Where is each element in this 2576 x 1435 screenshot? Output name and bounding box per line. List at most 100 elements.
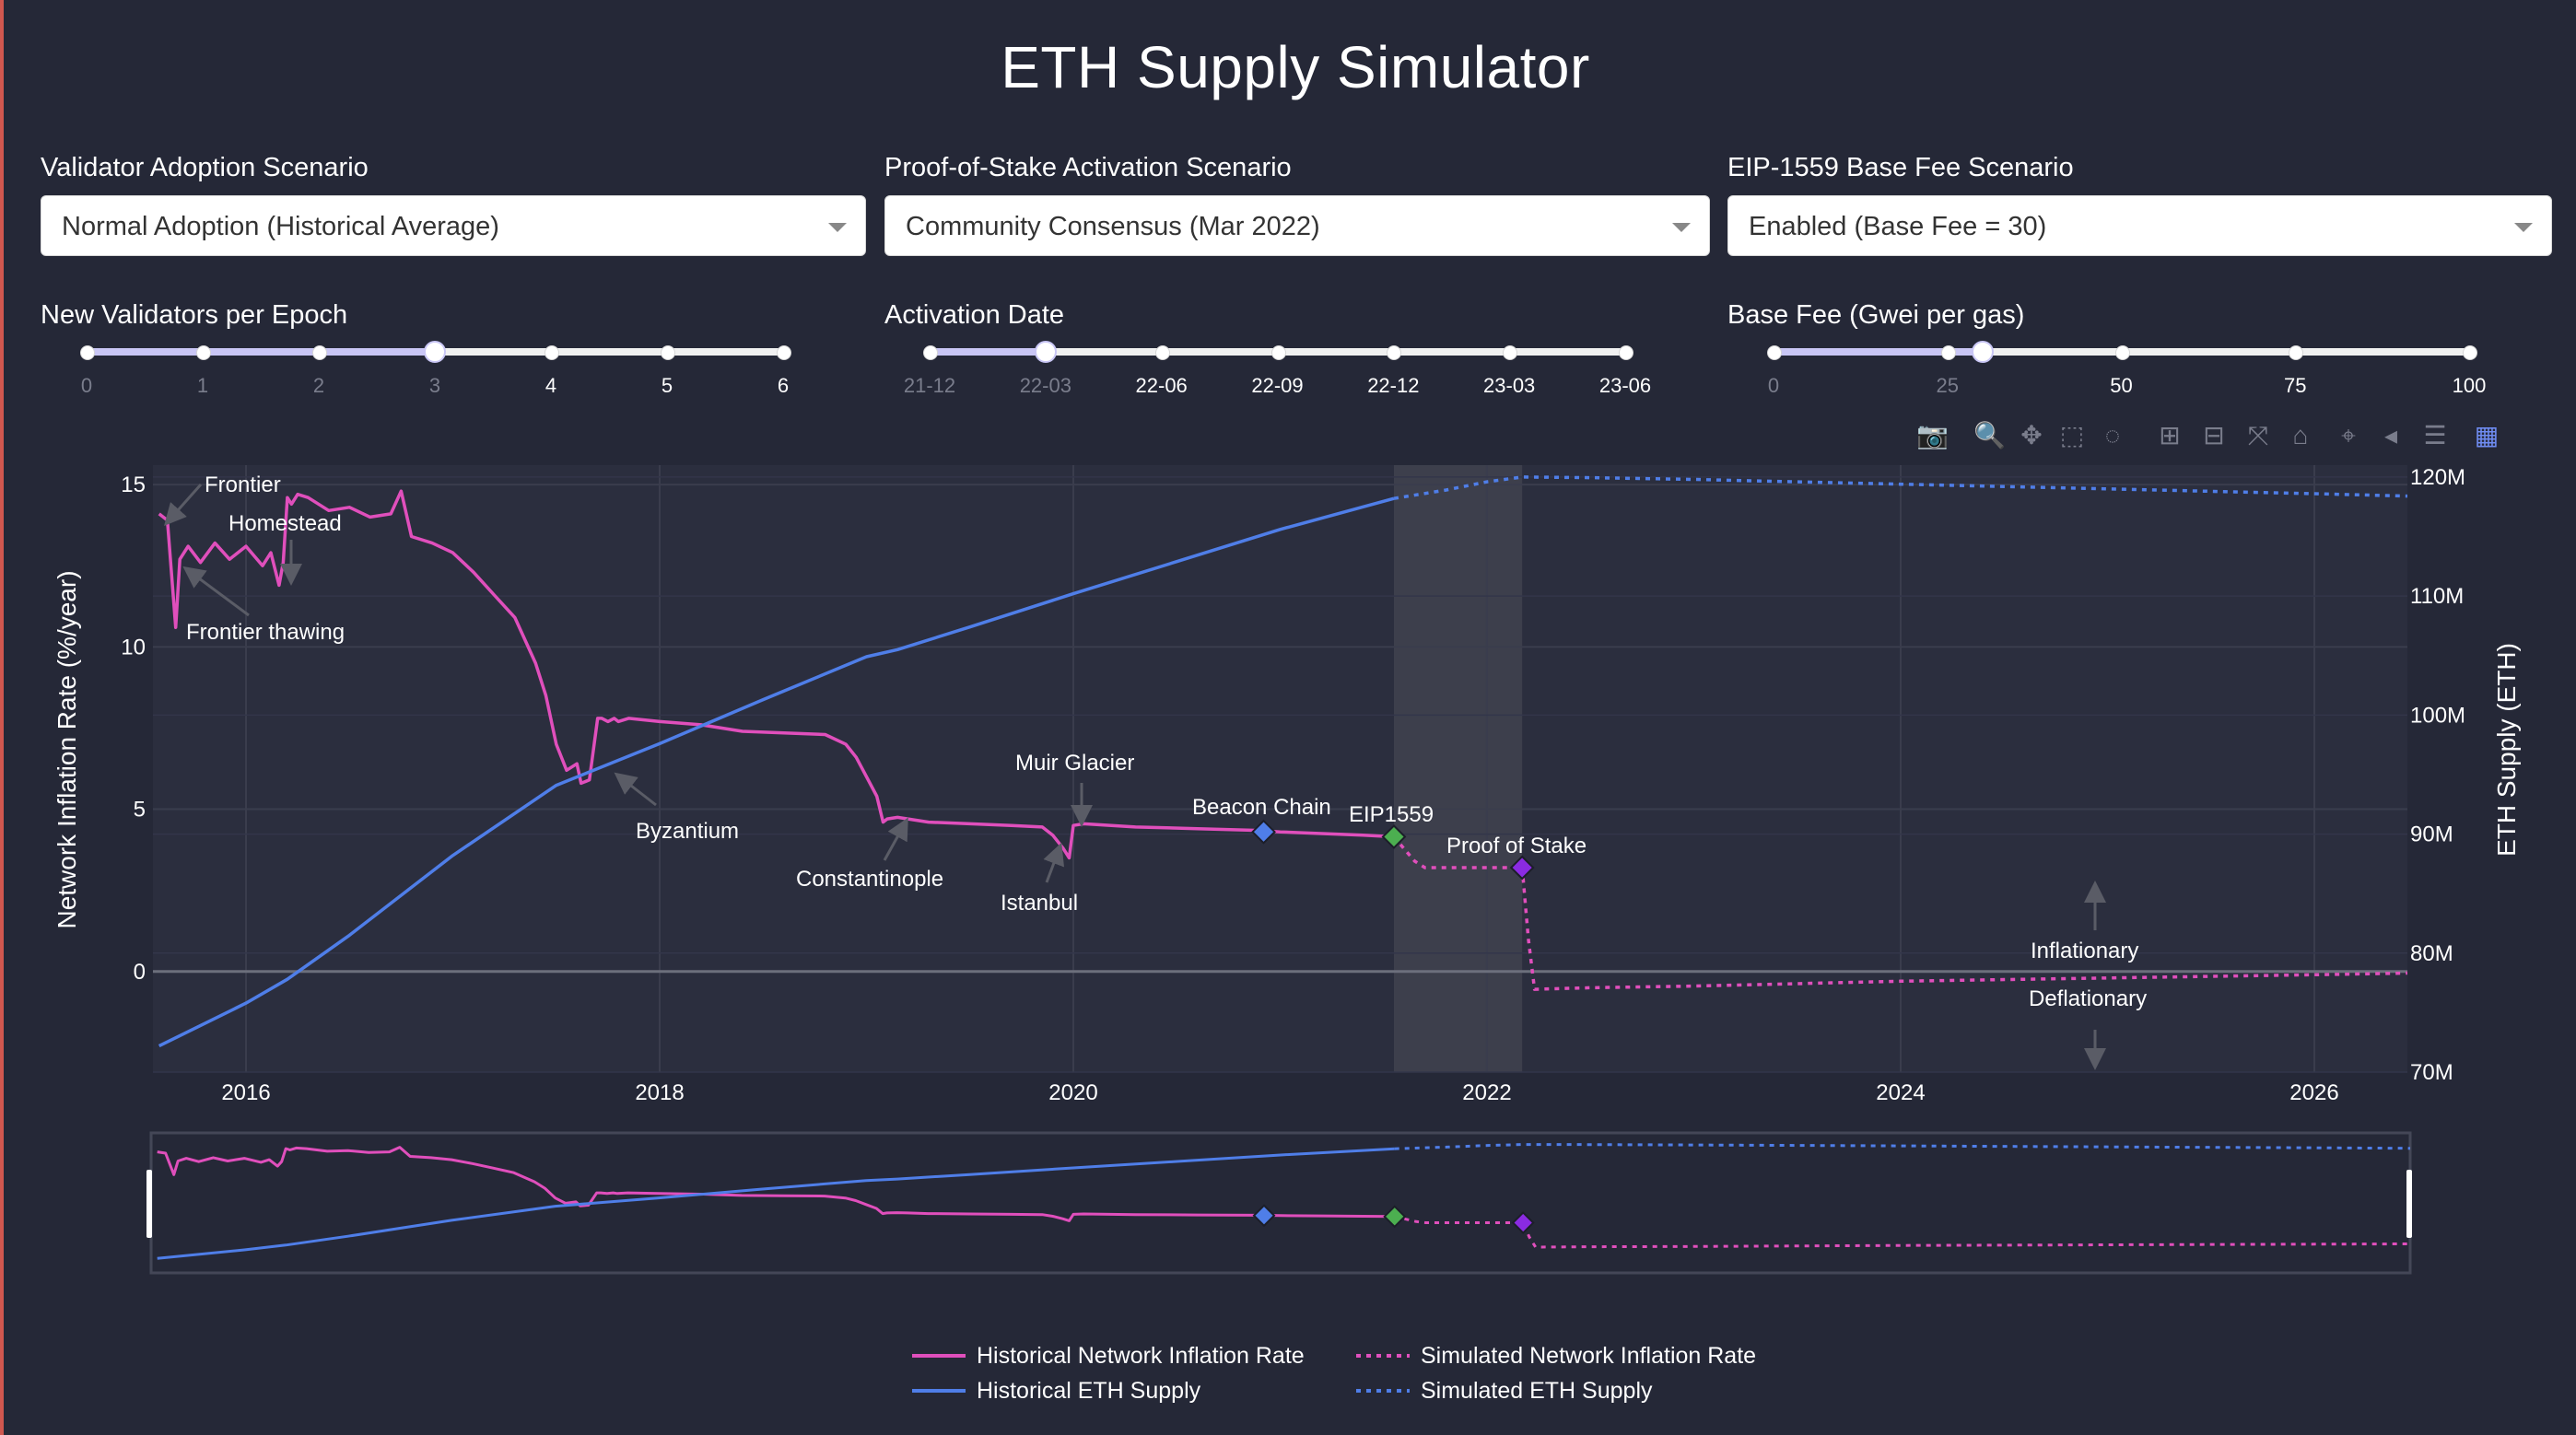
slider-dot [1767, 345, 1782, 360]
pos-scenario-dropdown[interactable]: Community Consensus (Mar 2022) [884, 195, 1710, 256]
milestone-marker[interactable] [1509, 855, 1535, 881]
plotly-logo-icon[interactable]: ▦ [2474, 421, 2500, 449]
slider-track [87, 348, 435, 356]
slider-mark: 25 [1936, 374, 1959, 397]
slider-mark: 0 [1767, 374, 1780, 397]
box-select-icon[interactable]: ⬚ [2059, 421, 2085, 449]
slider-mark: 75 [2284, 374, 2307, 397]
slider-dot [661, 345, 675, 360]
y2-tick-label: 110M [2410, 584, 2464, 609]
annotation-label: Istanbul [1001, 891, 1078, 916]
chevron-down-icon [2514, 223, 2533, 232]
annotation-label: Constantinople [796, 867, 943, 892]
spike-lines-icon[interactable]: ⌖ [2341, 421, 2356, 449]
hover-closest-icon[interactable]: ◂ [2383, 421, 2398, 449]
slider-track [1774, 348, 1983, 356]
slider-dot [2114, 345, 2130, 360]
slider-handle[interactable] [1971, 341, 1994, 363]
eip-scenario-label: EIP-1559 Base Fee Scenario [1727, 153, 2074, 182]
reset-axes-icon[interactable]: ⌂ [2292, 421, 2309, 449]
annotation-label: Homestead [228, 511, 342, 536]
page-title: ETH Supply Simulator [1001, 34, 1590, 100]
annotation-label: Frontier thawing [186, 620, 345, 645]
slider-dot [80, 345, 95, 360]
validator-scenario-label: Validator Adoption Scenario [41, 153, 369, 182]
validator-scenario-value: Normal Adoption (Historical Average) [62, 212, 499, 241]
slider-mark: 22-03 [1019, 374, 1071, 397]
slider-mark: 22-06 [1135, 374, 1188, 397]
slider-mark: 23-06 [1598, 374, 1652, 397]
milestone-label: EIP1559 [1349, 802, 1434, 827]
plot-area [153, 465, 2407, 1072]
basefee-slider[interactable]: 0 25 50 75 100 [1767, 333, 2486, 397]
activation-date-slider[interactable]: 21-12 22-03 22-06 22-09 22-12 23-03 23-06 [904, 333, 1651, 397]
eip-scenario-value: Enabled (Base Fee = 30) [1749, 212, 2047, 241]
annotation-label: Byzantium [636, 819, 739, 844]
slider-handle[interactable] [1034, 341, 1057, 363]
eip-scenario-dropdown[interactable]: Enabled (Base Fee = 30) [1727, 195, 2552, 256]
annotation-arrow [883, 817, 908, 861]
x-tick-label: 2016 [221, 1080, 270, 1105]
slider-dot [1619, 345, 1633, 360]
range-slider[interactable] [149, 1131, 2412, 1275]
validators-slider[interactable]: 0 1 2 3 4 5 6 [80, 333, 791, 397]
slider-dot [923, 345, 938, 360]
legend-item[interactable]: Simulated ETH Supply [1421, 1378, 1653, 1404]
slider-dot [544, 345, 559, 360]
window-edge [0, 0, 4, 1435]
milestone-marker[interactable] [1381, 824, 1407, 849]
pan-icon[interactable]: ✥ [2020, 421, 2043, 449]
legend-item[interactable]: Historical Network Inflation Rate [977, 1343, 1305, 1369]
camera-icon[interactable]: 📷 [1916, 421, 1949, 449]
legend-item[interactable]: Historical ETH Supply [977, 1378, 1201, 1404]
slider-mark: 3 [428, 374, 441, 397]
legend-item[interactable]: Simulated Network Inflation Rate [1421, 1343, 1756, 1369]
y2-tick-label: 100M [2410, 703, 2465, 728]
x-tick-label: 2026 [2289, 1080, 2338, 1105]
autoscale-icon[interactable]: ⤧ [2247, 421, 2269, 449]
y-tick-label: 5 [134, 798, 146, 822]
slider-dot [312, 345, 327, 360]
series-historical-network-inflation-rate [158, 489, 1395, 860]
slider-mark: 22-09 [1251, 374, 1304, 397]
annotation-label: Deflationary [2029, 986, 2147, 1011]
x-tick-label: 2024 [1876, 1080, 1925, 1105]
y-tick-label: 10 [121, 635, 146, 659]
slider-dot [1940, 345, 1956, 360]
slider-dot [1387, 345, 1402, 360]
y2-tick-label: 90M [2410, 822, 2453, 847]
slider-mark: 1 [196, 374, 209, 397]
range-slider-handle-right[interactable] [2406, 1170, 2412, 1238]
series-simulated-eth-supply [1393, 475, 2408, 500]
slider-mark: 22-12 [1367, 374, 1420, 397]
x-tick-label: 2020 [1048, 1080, 1097, 1105]
slider-dot [2289, 345, 2304, 360]
y2-tick-label: 80M [2410, 941, 2453, 966]
range-slider-marker [1252, 1204, 1276, 1228]
slider-mark: 0 [80, 374, 93, 397]
chart-modebar: 📷 🔍 ✥ ⬚ ◌ ⊞ ⊟ ⤧ ⌂ ⌖ ◂ ☰ ▦ [1916, 420, 2552, 453]
zoom-in-icon[interactable]: ⊞ [2159, 421, 2181, 449]
slider-mark: 5 [661, 374, 673, 397]
slider-mark: 50 [2110, 374, 2133, 397]
validator-scenario-dropdown[interactable]: Normal Adoption (Historical Average) [41, 195, 866, 256]
basefee-slider-label: Base Fee (Gwei per gas) [1727, 300, 2025, 330]
activation-slider-label: Activation Date [884, 300, 1065, 330]
range-slider-handle-left[interactable] [146, 1170, 152, 1238]
zoom-out-icon[interactable]: ⊟ [2203, 421, 2225, 449]
hover-compare-icon[interactable]: ☰ [2423, 421, 2447, 449]
slider-handle[interactable] [424, 341, 446, 363]
zoom-icon[interactable]: 🔍 [1973, 421, 2006, 449]
milestone-label: Proof of Stake [1446, 834, 1587, 858]
slider-dot [196, 345, 211, 360]
milestone-marker[interactable] [1251, 819, 1276, 845]
chevron-down-icon [1672, 223, 1691, 232]
lasso-icon[interactable]: ◌ [2104, 421, 2121, 449]
milestone-label: Beacon Chain [1192, 795, 1331, 820]
slider-dot [1154, 345, 1170, 360]
range-slider-series [157, 1147, 1395, 1260]
pos-scenario-value: Community Consensus (Mar 2022) [906, 212, 1320, 241]
validators-slider-label: New Validators per Epoch [41, 300, 348, 330]
range-slider-series [1394, 1143, 2411, 1150]
y2-axis-title: ETH Supply (ETH) [2492, 643, 2521, 857]
